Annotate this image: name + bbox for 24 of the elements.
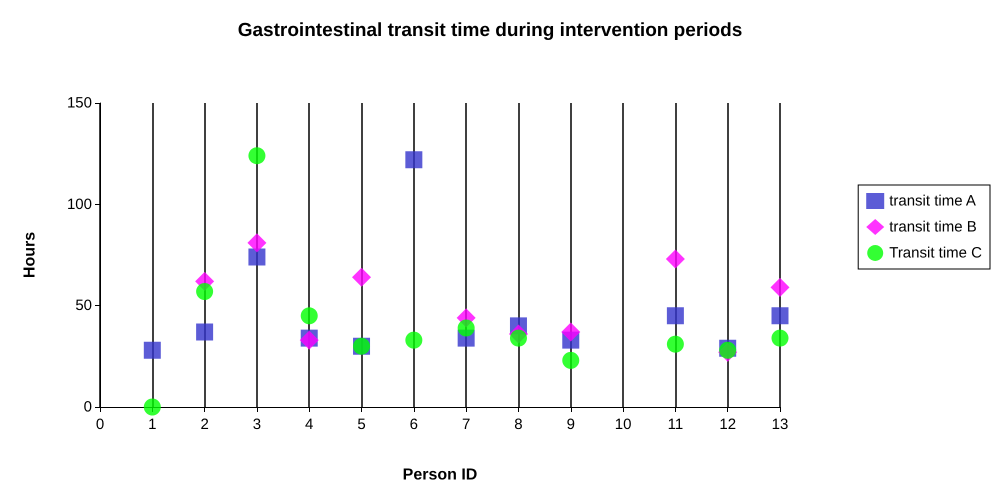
y-axis-title: Hours xyxy=(22,232,38,278)
x-tick-label: 11 xyxy=(668,416,684,433)
x-tick-label: 5 xyxy=(357,416,366,433)
y-tick-label: 150 xyxy=(66,94,92,112)
x-tick-label: 7 xyxy=(462,416,470,433)
x-tick-label: 0 xyxy=(96,416,104,433)
x-tick-label: 4 xyxy=(305,416,314,433)
x-tick-label: 6 xyxy=(410,416,418,433)
x-tick-label: 12 xyxy=(719,416,736,433)
x-tick-label: 10 xyxy=(614,416,632,433)
y-tick-label: 0 xyxy=(84,398,92,416)
legend-label: Transit time C xyxy=(889,244,982,262)
x-tick-label: 9 xyxy=(566,416,575,433)
x-tick-label: 8 xyxy=(514,416,523,433)
x-tick-label: 3 xyxy=(252,416,262,433)
y-tick-label: 50 xyxy=(75,297,92,314)
x-tick-label: 2 xyxy=(200,416,209,433)
x-tick-label: 1 xyxy=(148,416,156,433)
legend-label: transit time A xyxy=(889,192,976,210)
x-axis-title: Person ID xyxy=(402,466,478,484)
chart-title: Gastrointestinal transit time during intervention periods xyxy=(238,20,742,41)
legend-label: transit time B xyxy=(889,218,977,236)
x-tick-label: 13 xyxy=(772,416,788,433)
y-tick-label: 100 xyxy=(66,196,92,213)
